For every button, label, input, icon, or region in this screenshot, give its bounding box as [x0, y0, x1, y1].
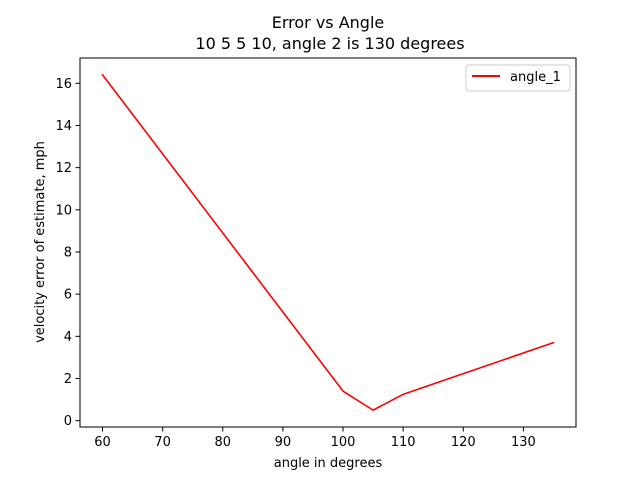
chart-subtitle: 10 5 5 10, angle 2 is 130 degrees [195, 34, 464, 53]
x-tick-label: 80 [215, 435, 232, 450]
series-line-angle-1 [103, 75, 554, 410]
y-tick-label: 2 [64, 372, 72, 387]
y-axis: 0 2 4 6 8 10 12 14 16 [55, 77, 80, 429]
y-tick-label: 14 [55, 119, 72, 134]
y-tick-label: 12 [55, 161, 72, 176]
x-tick-label: 70 [154, 435, 171, 450]
x-tick-label: 110 [391, 435, 416, 450]
chart-title: Error vs Angle [272, 13, 385, 32]
y-tick-label: 8 [64, 245, 72, 260]
y-tick-label: 6 [64, 288, 72, 303]
x-tick-label: 120 [451, 435, 476, 450]
x-axis: 60 70 80 90 100 110 120 130 [94, 427, 536, 450]
legend-label-angle-1: angle_1 [510, 70, 561, 85]
y-axis-label: velocity error of estimate, mph [33, 141, 48, 343]
x-tick-label: 60 [94, 435, 111, 450]
x-axis-label: angle in degrees [274, 456, 383, 471]
y-tick-label: 0 [64, 414, 72, 429]
y-tick-label: 4 [64, 330, 72, 345]
x-tick-label: 90 [275, 435, 292, 450]
x-tick-label: 100 [331, 435, 356, 450]
y-tick-label: 10 [55, 203, 72, 218]
x-tick-label: 130 [511, 435, 536, 450]
legend: angle_1 [466, 65, 570, 91]
y-tick-label: 16 [55, 77, 72, 92]
plot-area [103, 75, 554, 410]
